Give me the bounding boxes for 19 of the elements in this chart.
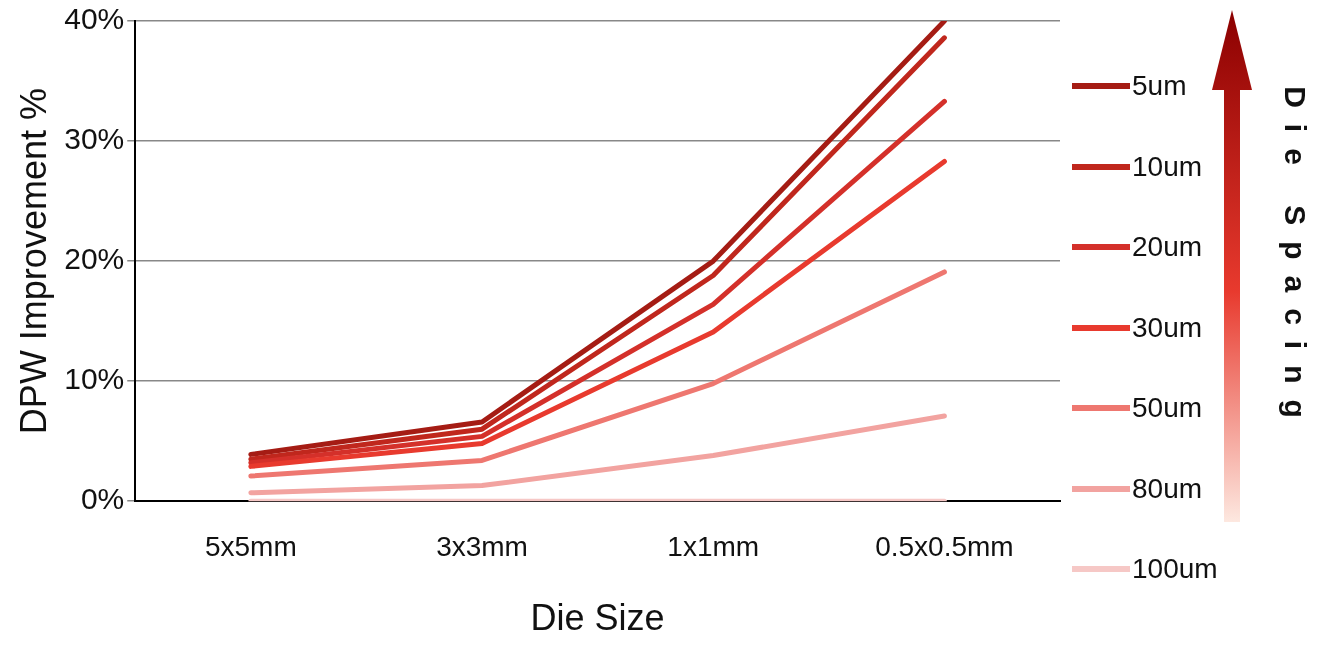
- legend-label: 5um: [1132, 70, 1187, 103]
- legend-label: 20um: [1132, 231, 1203, 264]
- x-tick-label: 1x1mm: [667, 530, 760, 562]
- x-tick-label: 3x3mm: [436, 530, 528, 562]
- x-tick-label: 0.5x0.5mm: [875, 530, 1014, 562]
- legend-label: 30um: [1132, 311, 1203, 344]
- legend-label: 10um: [1132, 150, 1203, 183]
- x-tick-label: 5x5mm: [204, 530, 297, 562]
- y-tick-label: 10%: [64, 362, 125, 396]
- y-axis-title: DPW Improvement %: [12, 88, 54, 435]
- y-tick-label: 30%: [64, 122, 125, 156]
- legend-label: 80um: [1132, 472, 1203, 505]
- y-tick-label: 40%: [64, 2, 125, 36]
- legend-label: 100um: [1132, 553, 1218, 586]
- legend-title: Die Spacing: [1278, 86, 1312, 434]
- x-axis-title: Die Size: [530, 597, 665, 639]
- legend-label: 50um: [1132, 392, 1203, 425]
- y-tick-label: 0%: [80, 482, 125, 516]
- y-tick-label: 20%: [64, 242, 125, 276]
